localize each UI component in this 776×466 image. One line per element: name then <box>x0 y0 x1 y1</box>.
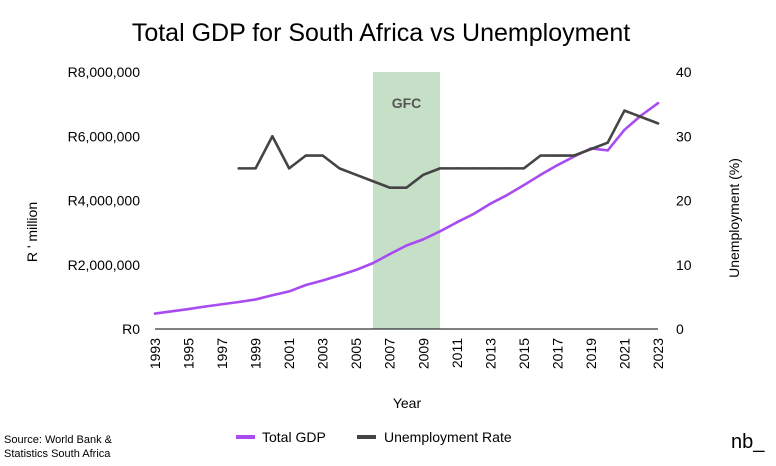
x-tick-label: 2017 <box>549 338 565 369</box>
x-tick-label: 2005 <box>348 338 364 369</box>
data-point-total-gdp <box>304 283 308 287</box>
data-point-unemployment-rate <box>606 141 609 144</box>
data-point-unemployment-rate <box>388 186 391 189</box>
data-point-total-gdp <box>187 307 190 311</box>
data-point-unemployment-rate <box>640 115 643 119</box>
axes-layer: R0 R2,000,000 R4,000,000 R6,000,000 R8,000,0… <box>68 64 692 369</box>
x-tick-label: 1995 <box>181 338 197 369</box>
data-point-total-gdp <box>338 274 341 277</box>
data-point-total-gdp <box>388 252 391 256</box>
data-point-total-gdp <box>556 163 559 167</box>
x-tick-label: 2015 <box>516 338 532 369</box>
y-left-tick-label: R2,000,000 <box>68 257 141 273</box>
data-point-total-gdp <box>237 300 241 304</box>
data-point-total-gdp <box>204 305 207 308</box>
data-point-total-gdp <box>489 202 492 205</box>
y-right-tick-label: 30 <box>676 128 692 144</box>
data-point-unemployment-rate <box>405 186 408 189</box>
legend-item-unemployment-rate: Unemployment Rate <box>357 429 512 445</box>
data-point-total-gdp <box>472 212 475 216</box>
series-layer <box>153 101 660 315</box>
data-point-total-gdp <box>522 183 526 187</box>
data-point-total-gdp <box>153 312 157 315</box>
data-point-total-gdp <box>254 298 257 301</box>
data-point-unemployment-rate <box>254 167 257 170</box>
y-right-tick-label: 40 <box>676 64 692 80</box>
x-tick-label: 2013 <box>482 338 498 369</box>
data-point-unemployment-rate <box>505 167 509 170</box>
legend-label-total-gdp: Total GDP <box>262 429 326 445</box>
data-point-total-gdp <box>422 238 425 241</box>
data-point-total-gdp <box>321 279 324 282</box>
data-point-unemployment-rate <box>271 135 274 138</box>
data-point-unemployment-rate <box>589 147 593 151</box>
data-point-unemployment-rate <box>522 167 526 170</box>
x-tick-label: 2023 <box>650 338 666 369</box>
y-axis-left-label: R ' million <box>24 202 40 262</box>
legend-label-unemployment-rate: Unemployment Rate <box>384 429 512 445</box>
data-point-unemployment-rate <box>371 180 375 183</box>
legend: Total GDP Unemployment Rate <box>236 429 512 445</box>
data-point-unemployment-rate <box>422 173 425 176</box>
y-left-tick-label: R4,000,000 <box>68 193 141 209</box>
data-point-total-gdp <box>220 303 224 306</box>
y-right-tick-label: 20 <box>676 193 692 209</box>
brand-logo: nb_ <box>731 431 765 453</box>
data-point-unemployment-rate <box>338 167 341 170</box>
legend-item-total-gdp: Total GDP <box>236 429 326 445</box>
data-point-total-gdp <box>371 261 375 265</box>
data-point-total-gdp <box>271 294 274 297</box>
x-tick-label: 1993 <box>147 338 163 369</box>
y-right-tick-label: 0 <box>676 321 684 337</box>
x-tick-label: 2007 <box>382 338 398 369</box>
x-axis-label: Year <box>393 395 422 411</box>
data-point-total-gdp <box>539 173 542 176</box>
data-point-unemployment-rate <box>489 167 492 170</box>
data-point-unemployment-rate <box>472 167 475 170</box>
data-point-unemployment-rate <box>656 122 660 125</box>
y-right-tick-label: 10 <box>676 257 692 273</box>
x-tick-label: 2001 <box>281 338 297 369</box>
data-point-unemployment-rate <box>623 109 626 112</box>
data-point-unemployment-rate <box>237 167 241 170</box>
x-tick-label: 1997 <box>214 338 230 369</box>
source-note-line-2: Statistics South Africa <box>4 448 111 460</box>
data-point-unemployment-rate <box>572 154 576 157</box>
x-tick-label: 2011 <box>449 338 465 368</box>
data-point-unemployment-rate <box>304 154 308 157</box>
data-point-total-gdp <box>405 244 408 247</box>
data-point-unemployment-rate <box>438 167 442 170</box>
y-left-tick-label: R6,000,000 <box>68 128 141 144</box>
data-point-total-gdp <box>623 128 626 132</box>
x-tick-label: 2009 <box>415 338 431 369</box>
source-note-line-1: Source: World Bank & <box>4 434 113 446</box>
data-point-total-gdp <box>606 149 609 152</box>
x-tick-label: 2021 <box>616 338 632 369</box>
series-line-unemployment-rate <box>237 109 660 189</box>
data-point-unemployment-rate <box>539 154 542 157</box>
data-point-unemployment-rate <box>355 173 358 176</box>
highlight-band-gfc <box>372 72 441 329</box>
data-point-total-gdp <box>505 193 509 197</box>
data-point-unemployment-rate <box>287 167 291 170</box>
y-left-tick-label: R0 <box>122 321 140 337</box>
highlight-layer: GFC <box>372 72 441 329</box>
chart-title: Total GDP for South Africa vs Unemployme… <box>132 19 630 47</box>
highlight-label-gfc: GFC <box>392 95 422 111</box>
x-tick-label: 2003 <box>315 338 331 369</box>
data-point-total-gdp <box>438 230 442 233</box>
data-point-total-gdp <box>355 268 358 272</box>
data-point-total-gdp <box>287 290 291 293</box>
x-tick-label: 1999 <box>248 338 264 369</box>
data-point-unemployment-rate <box>321 154 324 157</box>
x-tick-label: 2019 <box>583 338 599 369</box>
data-point-unemployment-rate <box>455 167 458 170</box>
data-point-total-gdp <box>455 221 458 224</box>
y-axis-right-label: Unemployment (%) <box>726 158 742 278</box>
data-point-unemployment-rate <box>556 154 559 157</box>
y-left-tick-label: R8,000,000 <box>68 64 141 80</box>
data-point-total-gdp <box>656 101 660 105</box>
data-point-total-gdp <box>170 310 173 313</box>
